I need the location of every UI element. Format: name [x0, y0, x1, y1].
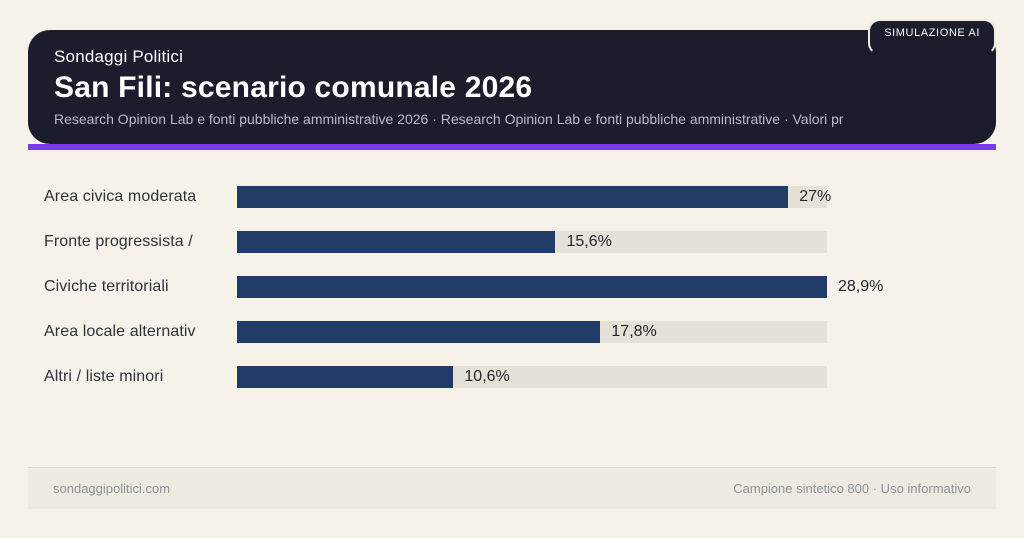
- ai-simulation-badge-label: SIMULAZIONE AI: [884, 27, 980, 39]
- category-label: Civiche territoriali: [44, 277, 169, 295]
- chart-row: Area civica moderata 27%: [28, 174, 996, 219]
- bar-track: 10,6%: [237, 365, 827, 388]
- bar: [237, 320, 601, 343]
- category-label: Area civica moderata: [44, 187, 197, 205]
- value-label: 27%: [799, 187, 832, 205]
- category-label: Altri / liste minori: [44, 367, 164, 385]
- chart-row: Civiche territoriali 28,9%: [28, 264, 996, 309]
- footer-site-url: sondaggipolitici.com: [53, 481, 171, 496]
- bar-track: 27%: [237, 185, 831, 208]
- brand-kicker: Sondaggi Politici: [54, 47, 184, 66]
- source-subtitle: Research Opinion Lab e fonti pubbliche a…: [54, 111, 844, 127]
- bar: [237, 365, 454, 388]
- chart-row: Area locale alternativ 17,8%: [28, 309, 996, 354]
- bar: [237, 230, 556, 253]
- accent-strip: [28, 144, 996, 150]
- bar: [237, 185, 789, 208]
- ai-simulation-badge: SIMULAZIONE AI: [868, 19, 996, 55]
- bar: [237, 275, 827, 298]
- chart-row: Altri / liste minori 10,6%: [28, 354, 996, 399]
- bar-track: 28,9%: [237, 275, 883, 298]
- value-label: 28,9%: [838, 277, 884, 295]
- category-label: Area locale alternativ: [44, 322, 196, 340]
- chart-rows: Area civica moderata 27% Fronte progress…: [28, 174, 996, 399]
- header-card: Sondaggi Politici San Fili: scenario com…: [28, 30, 996, 144]
- value-label: 10,6%: [464, 367, 510, 385]
- value-label: 17,8%: [611, 322, 657, 340]
- footer: sondaggipolitici.com Campione sintetico …: [28, 467, 996, 509]
- chart-row: Fronte progressista / 15,6%: [28, 219, 996, 264]
- page-title: San Fili: scenario comunale 2026: [54, 71, 533, 104]
- poll-bar-chart: Area civica moderata 27% Fronte progress…: [28, 174, 996, 399]
- value-label: 15,6%: [566, 232, 612, 250]
- bar-track: 15,6%: [237, 230, 827, 253]
- bar-track: 17,8%: [237, 320, 827, 343]
- category-label: Fronte progressista /: [44, 232, 193, 250]
- footer-sample-note: Campione sintetico 800 · Uso informativo: [733, 481, 971, 496]
